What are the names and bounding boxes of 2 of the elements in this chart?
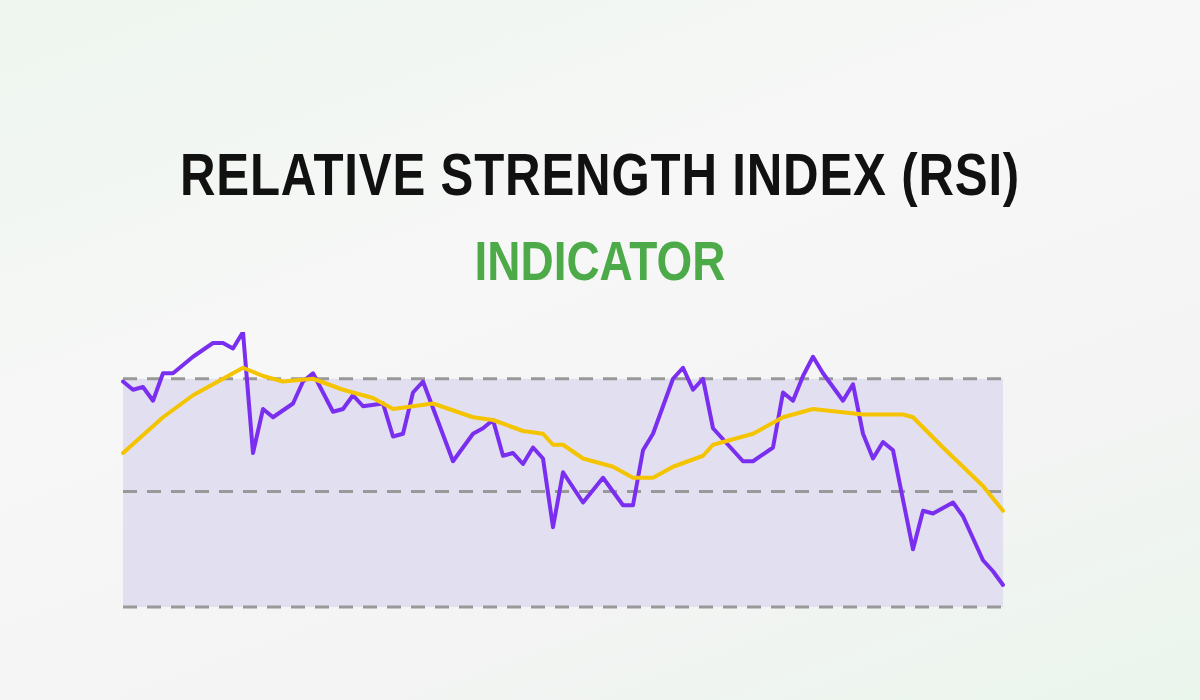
- chart-subtitle: INDICATOR: [473, 228, 727, 293]
- chart-title: RELATIVE STRENGTH INDEX (RSI): [178, 140, 1022, 209]
